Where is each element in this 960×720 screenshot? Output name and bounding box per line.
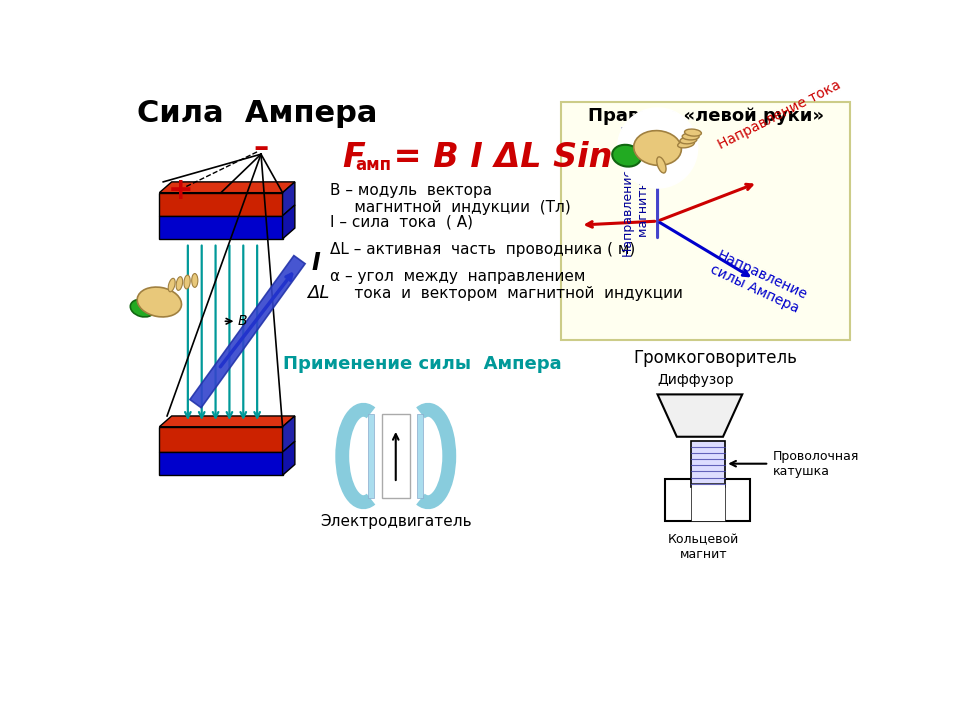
Text: F: F [342,140,365,174]
Polygon shape [159,182,295,193]
Text: Направление тока: Направление тока [715,78,843,152]
Text: ΔL: ΔL [307,284,329,302]
Text: = B I ΔL Sin α: = B I ΔL Sin α [382,140,647,174]
Polygon shape [159,416,295,427]
Text: Проволочная
катушка: Проволочная катушка [773,450,859,477]
Text: I – сила  тока  ( А): I – сила тока ( А) [330,215,473,230]
Text: Направление
силы Ампера: Направление силы Ампера [708,248,809,317]
Text: Направление линий
магнитного поля: Направление линий магнитного поля [622,124,650,257]
Bar [159,193,282,216]
Bar [159,216,282,239]
Bar [159,452,282,475]
Bar [382,414,410,498]
Ellipse shape [684,129,702,136]
Text: амп: амп [356,156,392,174]
Polygon shape [282,416,295,452]
Ellipse shape [678,140,694,148]
Ellipse shape [612,145,641,166]
Text: B: B [238,314,248,328]
Ellipse shape [657,157,666,173]
Bar [368,414,374,498]
Polygon shape [282,182,295,216]
Polygon shape [190,256,305,408]
Polygon shape [282,205,295,239]
Text: +: + [167,176,193,205]
Bar [159,427,282,452]
Text: I: I [311,251,320,276]
Circle shape [617,108,698,188]
Text: Кольцевой
магнит: Кольцевой магнит [668,533,739,561]
Text: Применение силы  Ампера: Применение силы Ампера [283,354,562,373]
Text: α – угол  между  направлением
     тока  и  вектором  магнитной  индукции: α – угол между направлением тока и векто… [330,269,684,301]
Text: Электродвигатель: Электродвигатель [320,514,471,528]
Ellipse shape [634,130,682,166]
FancyBboxPatch shape [562,102,850,341]
Text: Сила  Ампера: Сила Ампера [137,99,377,128]
Ellipse shape [131,300,155,317]
Ellipse shape [137,287,181,317]
Bar [690,483,726,521]
Text: Громкоговоритель: Громкоговоритель [634,349,797,367]
Ellipse shape [176,276,182,290]
Polygon shape [282,441,295,475]
Text: B – модуль  вектора
     магнитной  индукции  (Тл): B – модуль вектора магнитной индукции (Т… [330,183,571,215]
Bar [690,441,726,487]
Bar [665,479,750,521]
Text: ΔL – активная  часть  проводника ( м): ΔL – активная часть проводника ( м) [330,242,636,257]
Polygon shape [658,395,742,437]
Bar [418,414,423,498]
Ellipse shape [680,137,697,144]
Ellipse shape [184,275,190,289]
Ellipse shape [192,274,198,287]
Ellipse shape [683,133,699,140]
Ellipse shape [168,279,175,292]
Text: –: – [253,133,269,163]
Text: Правило «левой руки»: Правило «левой руки» [588,107,824,125]
Text: Диффузор: Диффузор [658,373,734,387]
